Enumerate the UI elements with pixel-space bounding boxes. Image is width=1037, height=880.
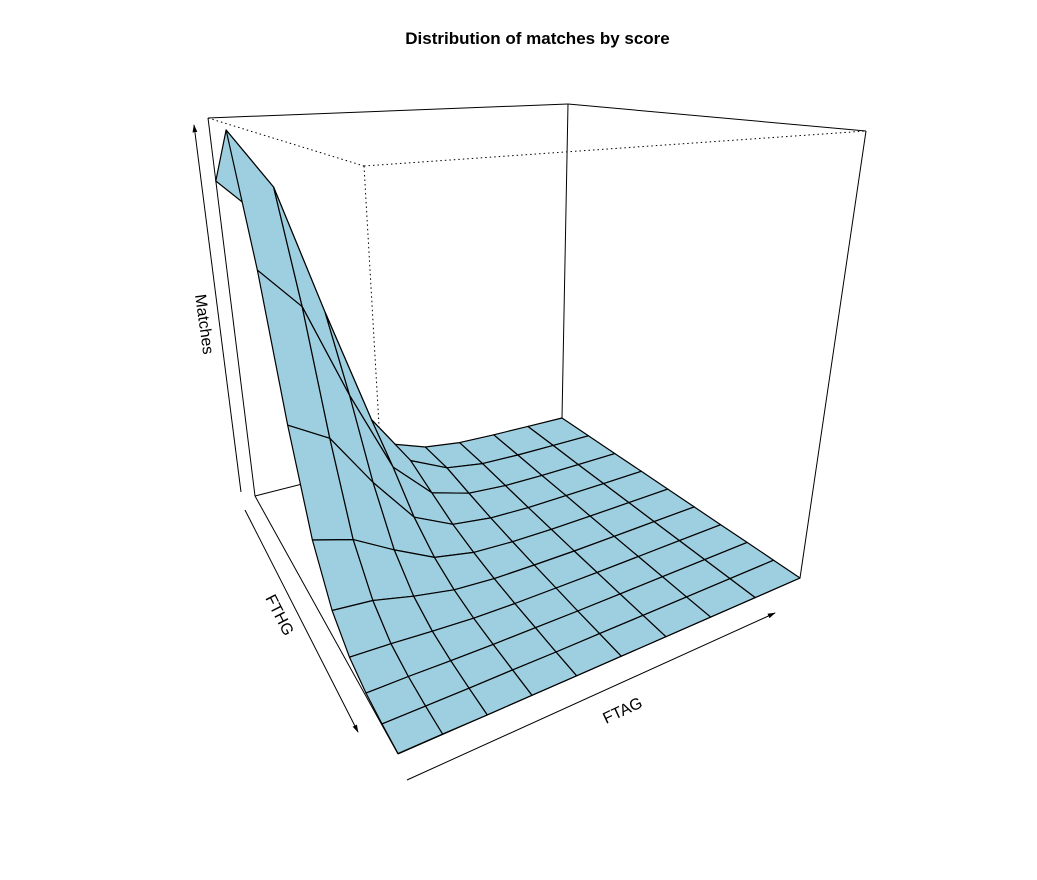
z-axis-arrow — [192, 124, 242, 493]
y-axis-label: FTAG — [601, 695, 646, 728]
box-edge-hidden — [363, 130, 867, 167]
x-axis-arrow — [244, 509, 359, 733]
box-edge — [567, 103, 867, 132]
surface-mesh — [215, 129, 801, 755]
box-edge-hidden — [207, 117, 365, 167]
box-edge — [397, 577, 801, 755]
box-edge — [254, 495, 399, 755]
box-edge — [207, 103, 569, 119]
box-edge — [561, 103, 569, 419]
y-axis-arrow — [406, 612, 776, 781]
front-box-lines — [254, 495, 801, 755]
box-edge — [799, 130, 867, 579]
x-axis-label: FTHG — [261, 592, 296, 639]
z-axis-label: Matches — [191, 293, 216, 355]
chart-title: Distribution of matches by score — [405, 29, 670, 48]
